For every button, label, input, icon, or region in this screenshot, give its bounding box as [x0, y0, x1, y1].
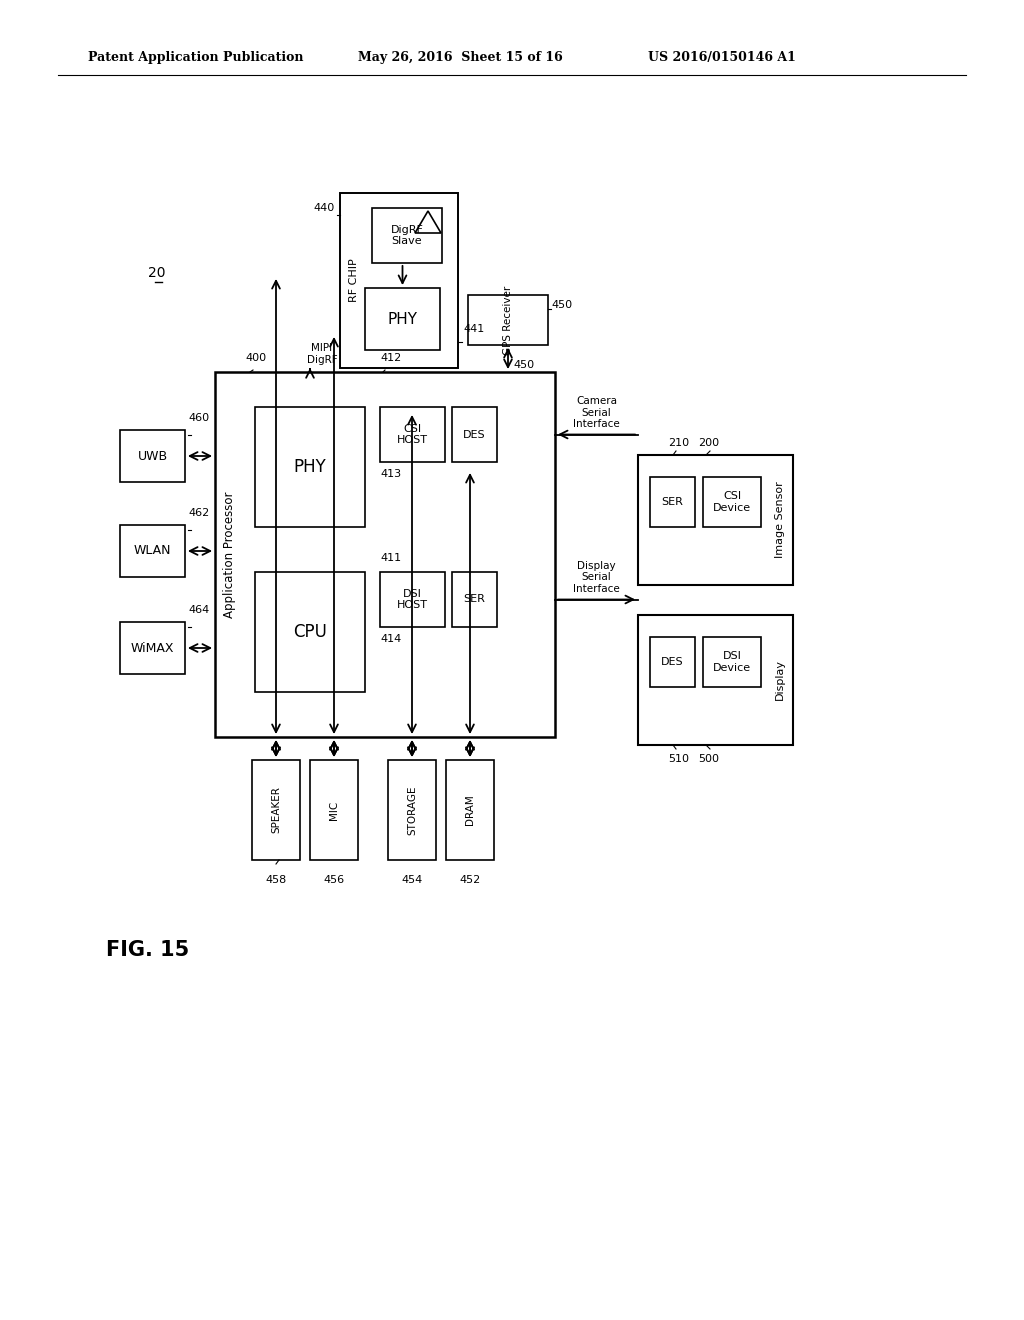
Text: CSI
Device: CSI Device [713, 491, 751, 512]
Text: WLAN: WLAN [134, 544, 171, 557]
Bar [638, 615, 793, 744]
Bar [703, 638, 761, 686]
Text: 411: 411 [380, 553, 401, 564]
Bar [650, 477, 695, 527]
Text: US 2016/0150146 A1: US 2016/0150146 A1 [648, 51, 796, 65]
Text: DigRF
Slave: DigRF Slave [390, 224, 424, 247]
Text: DES: DES [662, 657, 684, 667]
Text: DRAM: DRAM [465, 795, 475, 825]
Bar [252, 760, 300, 861]
Text: 510: 510 [668, 754, 689, 764]
Text: DES: DES [463, 429, 485, 440]
Text: 400: 400 [245, 352, 266, 363]
Text: 412: 412 [380, 352, 401, 363]
Text: 210: 210 [668, 438, 689, 447]
Text: 452: 452 [460, 875, 480, 884]
Text: May 26, 2016  Sheet 15 of 16: May 26, 2016 Sheet 15 of 16 [358, 51, 563, 65]
Bar [703, 477, 761, 527]
Bar [372, 209, 442, 263]
Bar [468, 294, 548, 345]
Text: 464: 464 [188, 605, 209, 615]
Bar [452, 407, 497, 462]
Text: 456: 456 [324, 875, 344, 884]
Bar [380, 572, 445, 627]
Text: PHY: PHY [387, 312, 418, 326]
Text: PHY: PHY [294, 458, 327, 477]
Text: 458: 458 [265, 875, 287, 884]
Bar [380, 407, 445, 462]
Bar [638, 455, 793, 585]
Bar [120, 525, 185, 577]
Text: RF CHIP: RF CHIP [349, 259, 359, 302]
Bar [452, 572, 497, 627]
Text: Image Sensor: Image Sensor [775, 482, 785, 558]
Text: UWB: UWB [137, 450, 168, 462]
Bar [365, 288, 440, 350]
Text: Application Processor: Application Processor [222, 491, 236, 618]
Bar [340, 193, 458, 368]
Text: SER: SER [464, 594, 485, 605]
Bar [310, 760, 358, 861]
Text: MIC: MIC [329, 800, 339, 820]
Text: 454: 454 [401, 875, 423, 884]
Text: SER: SER [662, 498, 683, 507]
Text: 450: 450 [551, 300, 572, 310]
Bar [120, 622, 185, 675]
Text: 200: 200 [698, 438, 719, 447]
Text: GPS Receiver: GPS Receiver [503, 285, 513, 355]
Text: SPEAKER: SPEAKER [271, 787, 281, 833]
Text: 500: 500 [698, 754, 719, 764]
Text: 440: 440 [313, 203, 335, 213]
Text: DSI
Device: DSI Device [713, 651, 751, 673]
Text: CSI
HOST: CSI HOST [397, 424, 428, 445]
Bar [255, 407, 365, 527]
Bar [255, 572, 365, 692]
Text: Display
Serial
Interface: Display Serial Interface [573, 561, 620, 594]
Text: 441: 441 [463, 323, 484, 334]
Bar [650, 638, 695, 686]
Text: 450: 450 [513, 360, 535, 370]
Bar [446, 760, 494, 861]
Text: Patent Application Publication: Patent Application Publication [88, 51, 303, 65]
Text: 460: 460 [188, 413, 209, 422]
Text: MIPI
DigRF: MIPI DigRF [306, 343, 337, 364]
Bar [215, 372, 555, 737]
Text: 414: 414 [380, 634, 401, 644]
Text: Display: Display [775, 660, 785, 701]
Text: FIG. 15: FIG. 15 [106, 940, 189, 960]
Text: 413: 413 [380, 469, 401, 479]
Text: 462: 462 [188, 508, 209, 517]
Text: Camera
Serial
Interface: Camera Serial Interface [573, 396, 620, 429]
Text: STORAGE: STORAGE [407, 785, 417, 834]
Bar [388, 760, 436, 861]
Text: 20: 20 [148, 267, 166, 280]
Text: DSI
HOST: DSI HOST [397, 589, 428, 610]
Bar [120, 430, 185, 482]
Text: CPU: CPU [293, 623, 327, 642]
Text: WiMAX: WiMAX [131, 642, 174, 655]
